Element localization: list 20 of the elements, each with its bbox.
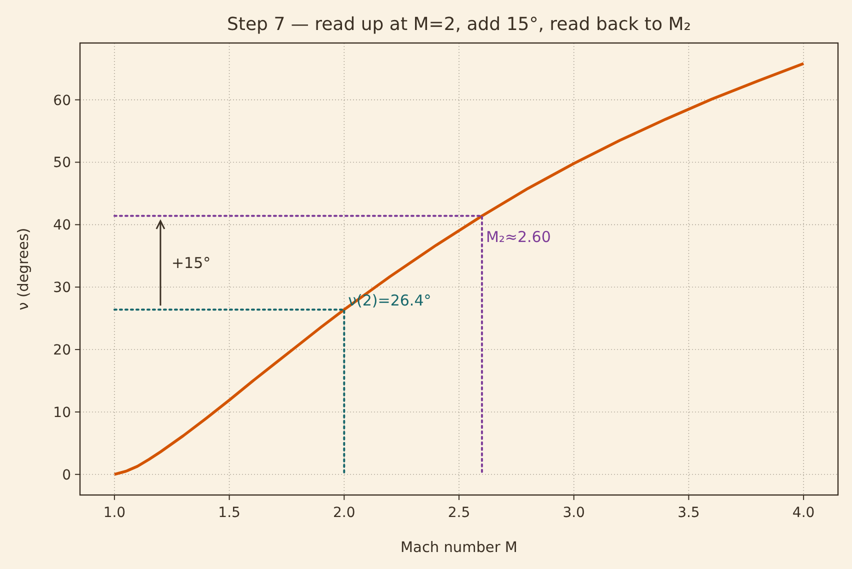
y-tick-label: 60	[53, 92, 71, 109]
y-axis-title: ν (degrees)	[16, 228, 32, 310]
y-tick-label: 0	[62, 467, 71, 484]
x-tick-label: 1.5	[218, 505, 240, 521]
x-axis-title: Mach number M	[400, 540, 518, 556]
y-tick-label: 50	[53, 155, 71, 172]
x-tick-label: 3.0	[562, 505, 585, 521]
x-tick-label: 4.0	[792, 505, 815, 521]
y-tick-label: 10	[53, 404, 71, 421]
x-tick-label: 3.5	[678, 505, 700, 521]
y-tick-label: 20	[53, 342, 71, 359]
chart-title: Step 7 — read up at M=2, add 15°, read back to M₂	[227, 14, 691, 35]
y-tick-label: 40	[53, 218, 71, 234]
annotation: M₂≈2.60	[486, 228, 551, 246]
x-tick-label: 2.0	[333, 505, 356, 521]
x-tick-label: 2.5	[448, 505, 470, 521]
annotation: +15°	[171, 254, 211, 272]
x-tick-label: 1.0	[103, 505, 126, 521]
y-tick-label: 30	[53, 280, 71, 296]
line-series	[113, 62, 805, 476]
